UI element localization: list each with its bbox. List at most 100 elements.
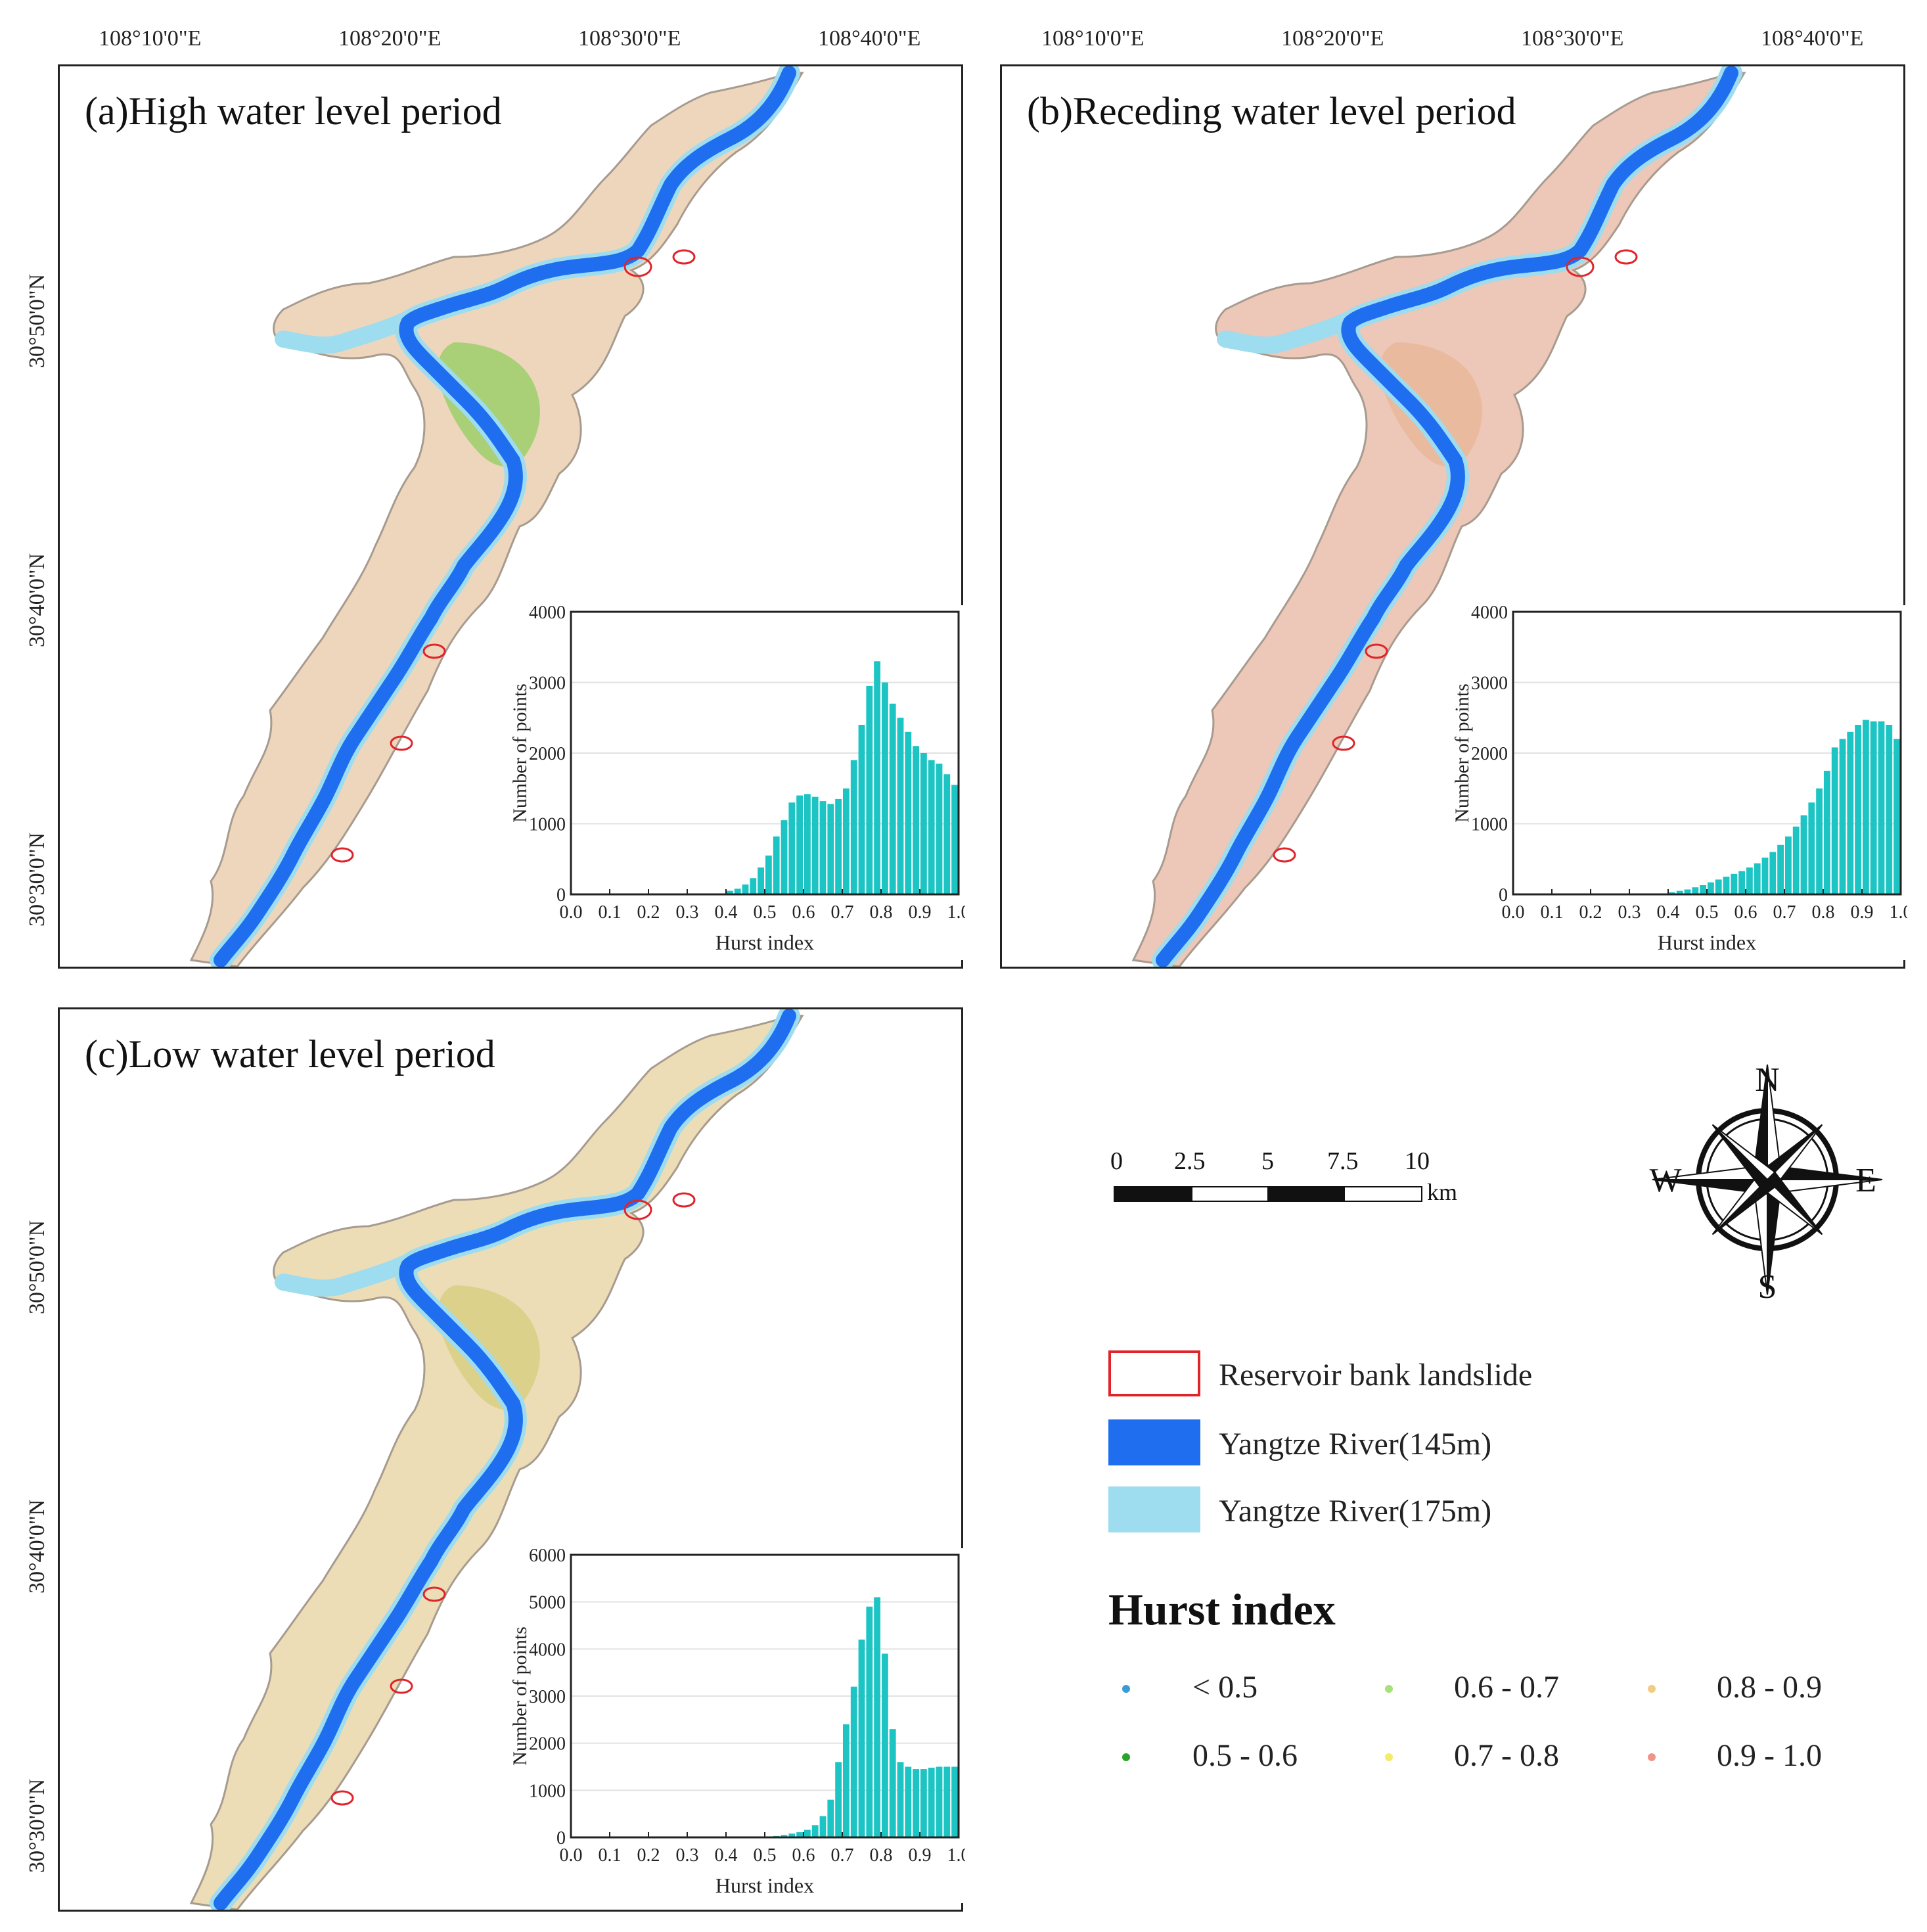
x-tick-label: 0.7 bbox=[831, 902, 854, 923]
hurst-class-label: < 0.5 bbox=[1192, 1670, 1258, 1705]
x-axis-label: Hurst index bbox=[715, 931, 814, 954]
histogram-bar bbox=[1878, 721, 1885, 894]
landslide-marker bbox=[1332, 735, 1355, 751]
y-tick-label: 2000 bbox=[529, 1734, 566, 1755]
y-tick-label: 6000 bbox=[529, 1548, 566, 1566]
histogram-bar bbox=[866, 685, 873, 894]
y-axis-label: Number of points bbox=[509, 683, 531, 823]
scale-segment bbox=[1344, 1186, 1422, 1202]
landslide-marker bbox=[623, 256, 652, 277]
histogram-bar bbox=[850, 760, 857, 894]
histogram-bar bbox=[1839, 739, 1846, 894]
histogram-bar bbox=[827, 1799, 834, 1837]
panel-title: (b)Receding water level period bbox=[1027, 89, 1516, 133]
histogram-bar bbox=[788, 802, 796, 894]
histogram-bar bbox=[928, 760, 935, 894]
histogram-bar bbox=[889, 703, 896, 894]
y-tick-label: 1000 bbox=[1471, 815, 1508, 835]
histogram-bar bbox=[827, 804, 834, 894]
histogram-bar bbox=[811, 796, 819, 894]
compass-n: N bbox=[1755, 1061, 1780, 1099]
histogram-bar bbox=[835, 798, 842, 894]
scale-segment bbox=[1267, 1186, 1346, 1202]
x-tick-label: 0.4 bbox=[715, 1845, 738, 1866]
histogram-bar bbox=[750, 878, 757, 894]
longitude-label: 108°20'0"E bbox=[338, 26, 442, 51]
y-tick-label: 0 bbox=[556, 1828, 566, 1849]
histogram-bar bbox=[788, 1833, 796, 1837]
x-tick-label: 0.8 bbox=[1812, 902, 1835, 923]
river-175-area bbox=[1217, 308, 1365, 354]
y-axis-label: Number of points bbox=[509, 1626, 531, 1766]
panel-title: (c)Low water level period bbox=[85, 1032, 495, 1076]
x-tick-label: 0.6 bbox=[1734, 902, 1757, 923]
x-tick-label: 1.0 bbox=[947, 902, 966, 923]
histogram-bar bbox=[1893, 739, 1900, 894]
x-axis-label: Hurst index bbox=[1658, 931, 1756, 954]
x-tick-label: 0.6 bbox=[792, 1845, 815, 1866]
x-tick-label: 0.3 bbox=[676, 902, 699, 923]
x-tick-label: 0.1 bbox=[1541, 902, 1564, 923]
latitude-label: 30°40'0"N bbox=[25, 1499, 49, 1594]
compass-s: S bbox=[1758, 1268, 1777, 1306]
scale-tick-label: 5 bbox=[1261, 1147, 1274, 1175]
hurst-class-label: 0.5 - 0.6 bbox=[1192, 1738, 1298, 1773]
histogram-bar bbox=[819, 1816, 827, 1837]
histogram-bar bbox=[1738, 871, 1745, 894]
landslide-marker bbox=[1566, 256, 1595, 277]
legend-label: Yangtze River(145m) bbox=[1219, 1427, 1492, 1461]
terrain-area bbox=[1380, 342, 1482, 467]
scale-unit: km bbox=[1427, 1179, 1458, 1205]
hurst-class-label: 0.7 - 0.8 bbox=[1454, 1738, 1559, 1773]
histogram-bar bbox=[1731, 873, 1738, 894]
histogram-bar bbox=[804, 1829, 811, 1837]
scale-segment bbox=[1191, 1186, 1270, 1202]
histogram-bar bbox=[843, 1724, 850, 1837]
hurst-legend-title: Hurst index bbox=[1108, 1584, 1336, 1634]
histogram-bar bbox=[1816, 788, 1823, 894]
hurst-class-dot-icon bbox=[1122, 1685, 1130, 1693]
longitude-label: 108°10'0"E bbox=[1041, 26, 1145, 51]
legend-label: Reservoir bank landslide bbox=[1219, 1358, 1533, 1392]
river-175-area bbox=[275, 1251, 423, 1297]
hurst-class-dot-icon bbox=[1385, 1685, 1393, 1693]
hurst-class-dot-icon bbox=[1648, 1685, 1656, 1693]
landslide-marker bbox=[1273, 847, 1296, 863]
y-tick-label: 2000 bbox=[529, 744, 566, 764]
histogram-bar bbox=[920, 1769, 927, 1837]
longitude-label: 108°30'0"E bbox=[578, 26, 681, 51]
histogram-bar bbox=[1708, 882, 1714, 894]
histogram-bar bbox=[1831, 747, 1838, 894]
histogram-bar bbox=[951, 785, 958, 894]
histogram-bar bbox=[882, 682, 888, 894]
histogram-bar bbox=[835, 1762, 842, 1837]
x-tick-label: 0.8 bbox=[870, 902, 893, 923]
map-panel-receding-water: (b)Receding water level period 0 1000 2000… bbox=[1000, 64, 1907, 969]
landslide-marker bbox=[672, 249, 696, 265]
histogram-bar bbox=[1870, 721, 1877, 894]
latitude-label: 30°30'0"N bbox=[25, 1778, 49, 1873]
histogram-bar bbox=[1785, 836, 1792, 894]
x-tick-label: 0.2 bbox=[637, 1845, 660, 1866]
histogram-bar bbox=[897, 1762, 904, 1837]
latitude-label: 30°50'0"N bbox=[25, 1220, 49, 1314]
landslide-marker bbox=[390, 1678, 413, 1694]
histogram-bar bbox=[943, 774, 951, 894]
river-map bbox=[189, 66, 804, 967]
histogram-bar bbox=[905, 731, 912, 894]
landslide-marker bbox=[422, 643, 446, 659]
compass-point bbox=[1712, 1124, 1776, 1181]
x-tick-label: 0.2 bbox=[637, 902, 660, 923]
histogram-bar bbox=[1800, 815, 1807, 894]
x-tick-label: 0.5 bbox=[754, 1845, 777, 1866]
x-tick-label: 0.7 bbox=[831, 1845, 854, 1866]
histogram-bar bbox=[913, 746, 919, 894]
histogram-bar bbox=[773, 836, 780, 894]
histogram-bar bbox=[1824, 770, 1830, 894]
hurst-class-dot-icon bbox=[1648, 1753, 1656, 1761]
histogram-bar bbox=[758, 867, 764, 894]
histogram-bar bbox=[1761, 858, 1769, 894]
landslide-marker bbox=[1614, 249, 1638, 265]
river-175-legend-icon bbox=[1108, 1486, 1200, 1532]
landslide-marker bbox=[1365, 643, 1388, 659]
